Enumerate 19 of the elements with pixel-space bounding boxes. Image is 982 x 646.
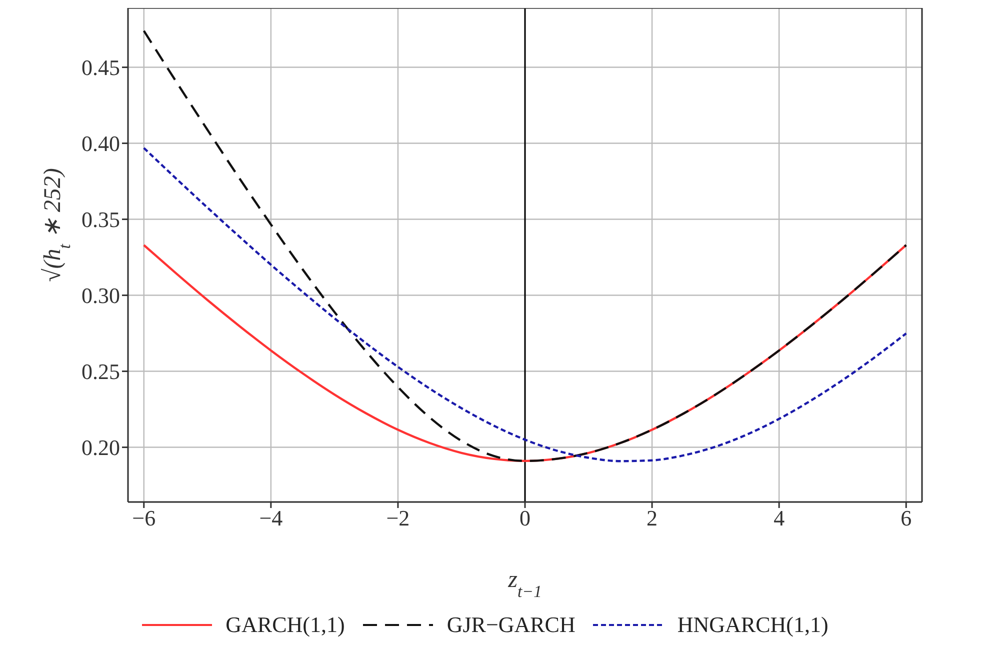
x-tick-label: 4 — [774, 506, 785, 531]
x-tick-label: 2 — [646, 506, 658, 531]
x-tick-label: −4 — [259, 506, 283, 531]
line-series — [142, 30, 908, 462]
legend-label: HNGARCH(1,1) — [677, 612, 828, 638]
legend-label: GARCH(1,1) — [226, 612, 345, 638]
x-tick-label: 6 — [900, 506, 912, 531]
y-tick-label: 0.45 — [82, 55, 120, 80]
line-series — [142, 146, 908, 462]
y-tick-label: 0.40 — [82, 131, 120, 156]
x-tick-label: −6 — [132, 506, 156, 531]
y-tick-label: 0.30 — [82, 283, 120, 308]
x-tick-label: 0 — [520, 506, 530, 531]
y-tick-label: 0.20 — [82, 435, 120, 460]
x-axis-title: z$_{t−1}$ — [507, 567, 542, 600]
x-tick-label: −2 — [386, 506, 410, 531]
y-tick-label: 0.35 — [82, 207, 120, 232]
y-tick-label: 0.25 — [82, 359, 120, 384]
legend-label: GJR−GARCH — [446, 612, 576, 638]
